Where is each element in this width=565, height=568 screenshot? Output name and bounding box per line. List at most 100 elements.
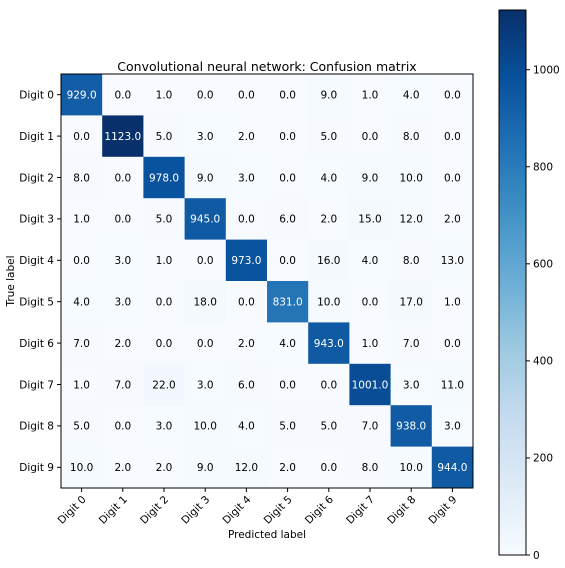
heatmap-cell: [390, 198, 433, 240]
heatmap-cell: [431, 115, 474, 158]
heatmap-cell: [431, 281, 474, 323]
cell-value-label: 8.0: [73, 172, 90, 184]
cell-value-label: 9.0: [197, 172, 214, 184]
cell-value-label: 2.0: [238, 338, 255, 350]
cell-value-label: 0.0: [73, 255, 90, 267]
heatmap-cell: [102, 281, 144, 323]
heatmap-cell: [143, 156, 185, 199]
colorbar-gradient: [498, 9, 527, 556]
heatmap-cell: [431, 446, 474, 489]
heatmap-cell: [308, 322, 350, 365]
cell-value-label: 5.0: [156, 131, 173, 143]
heatmap-cell: [267, 322, 309, 365]
heatmap-cell: [61, 239, 103, 282]
heatmap-cell: [61, 363, 103, 406]
heatmap-cell: [390, 115, 433, 158]
cell-value-label: 15.0: [358, 214, 381, 226]
x-tick-label: Digit 3: [179, 494, 212, 527]
cell-value-label: 3.0: [156, 421, 173, 433]
x-tick-label: Digit 1: [97, 494, 130, 527]
x-axis-ticks: Digit 0 Digit 1 Digit 2 Digit 3 Digit 4 Digit…: [56, 488, 460, 527]
heatmap-cell: [349, 281, 391, 323]
cell-value-label: 0.0: [197, 90, 214, 102]
cell-value-label: 0.0: [279, 131, 296, 143]
cell-value-label: 7.0: [73, 338, 90, 350]
heatmap-cell: [102, 115, 144, 158]
cell-value-label: 7.0: [114, 379, 131, 391]
cell-value-label: 0.0: [444, 131, 461, 143]
heatmap-cell: [143, 239, 185, 282]
cell-value-label: 3.0: [238, 172, 255, 184]
cell-value-label: 0.0: [444, 172, 461, 184]
x-tick-label: Digit 9: [426, 494, 459, 527]
heatmap-cell: [102, 363, 144, 406]
heatmap-cell: [225, 281, 268, 323]
cell-value-label: 2.0: [238, 131, 255, 143]
cell-value-label: 2.0: [114, 338, 131, 350]
x-axis-label: Predicted label: [228, 529, 306, 541]
heatmap-cell: [349, 405, 391, 447]
heatmap-cell: [184, 115, 227, 158]
heatmap-cell: [184, 322, 227, 365]
cell-value-label: 6.0: [279, 214, 296, 226]
colorbar-tick-label: 200: [533, 453, 553, 465]
heatmap-cell: [349, 322, 391, 365]
heatmap-cell: [308, 281, 350, 323]
y-axis-label: True label: [5, 255, 17, 307]
heatmap-cell: [102, 74, 144, 116]
cell-value-label: 0.0: [279, 172, 296, 184]
heatmap-cell: [184, 446, 227, 489]
heatmap-cell: [143, 446, 185, 489]
heatmap-cell: [390, 74, 433, 116]
cell-value-label: 0.0: [320, 379, 337, 391]
heatmap-cell: [349, 156, 391, 199]
cell-value-label: 945.0: [190, 214, 220, 226]
cell-value-label: 10.0: [400, 172, 423, 184]
cell-value-label: 938.0: [396, 421, 426, 433]
cell-value-label: 6.0: [238, 379, 255, 391]
cell-value-label: 4.0: [320, 172, 337, 184]
heatmap-cell: [225, 198, 268, 240]
heatmap-cell: [308, 74, 350, 116]
cell-value-label: 3.0: [197, 379, 214, 391]
cell-value-label: 9.0: [320, 90, 337, 102]
y-tick-label: Digit 5: [19, 297, 54, 309]
cell-value-label: 4.0: [279, 338, 296, 350]
cell-value-label: 0.0: [238, 214, 255, 226]
cell-value-label: 22.0: [152, 379, 175, 391]
cell-value-label: 4.0: [362, 255, 379, 267]
cell-value-label: 1.0: [156, 255, 173, 267]
colorbar-tick-label: 400: [533, 356, 553, 368]
cell-value-label: 0.0: [238, 297, 255, 309]
x-tick-label: Digit 7: [344, 494, 377, 527]
y-tick-label: Digit 2: [19, 172, 54, 184]
cell-value-label: 5.0: [279, 421, 296, 433]
cell-value-label: 11.0: [441, 379, 464, 391]
cell-value-label: 3.0: [444, 421, 461, 433]
heatmap-cell: [102, 322, 144, 365]
heatmap-cell: [349, 198, 391, 240]
heatmap-cell: [308, 115, 350, 158]
cell-value-label: 2.0: [279, 462, 296, 474]
cell-value-label: 831.0: [273, 297, 303, 309]
heatmap-cell: [308, 239, 350, 282]
y-tick-label: Digit 1: [19, 131, 54, 143]
cell-value-label: 0.0: [114, 90, 131, 102]
cell-value-label: 0.0: [156, 297, 173, 309]
x-tick-label: Digit 8: [385, 494, 418, 527]
cell-value-label: 4.0: [238, 421, 255, 433]
cell-value-label: 4.0: [403, 90, 420, 102]
heatmap-cell: [349, 446, 391, 489]
cell-value-label: 10.0: [194, 421, 217, 433]
heatmap-cell: [349, 363, 391, 406]
heatmap-cell: [61, 74, 103, 116]
heatmap-cell: [143, 363, 185, 406]
y-axis-ticks: Digit 0 Digit 1 Digit 2 Digit 3 Digit 4 Digit…: [19, 90, 61, 474]
heatmap-cell: [267, 405, 309, 447]
x-tick-label: Digit 5: [262, 494, 295, 527]
heatmap-cell: [225, 156, 268, 199]
cell-value-label: 3.0: [114, 255, 131, 267]
cell-value-label: 0.0: [279, 90, 296, 102]
cell-value-label: 0.0: [362, 131, 379, 143]
